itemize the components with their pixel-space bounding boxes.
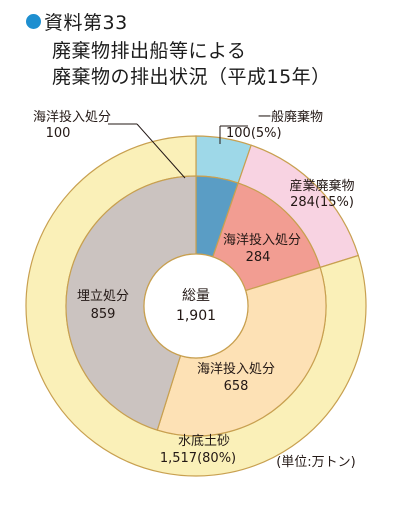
segment-labels: 一般廃棄物 100(5%) 産業廃棄物 284(15%) 水底土砂 1,517(… [33,109,356,470]
inner-label-ocean-dump-100-value: 100 [46,126,71,141]
inner-label-ocean-dump-658-value: 658 [224,379,249,394]
title-bullet-icon [26,14,41,29]
inner-label-ocean-dump-658-name: 海洋投入処分 [197,361,275,377]
outer-label-general-waste-name: 一般廃棄物 [258,109,323,125]
center-disc [143,253,249,359]
inner-label-ocean-dump-284-name: 海洋投入処分 [223,232,301,248]
outer-label-sediment-value: 1,517(80%) [160,451,236,466]
chart-header: 資料第33 廃棄物排出船等による 廃棄物の排出状況（平成15年） [0,0,409,100]
leader-line-ocean-dump-100 [136,123,186,179]
outer-label-sediment-name: 水底土砂 [178,433,230,449]
outer-label-general-waste-value: 100(5%) [226,126,282,141]
inner-label-landfill-name: 埋立処分 [77,289,129,304]
inner-label-ocean-dump-284-value: 284 [246,250,271,265]
document-label: 資料第33 [44,12,128,34]
chart-center: 総量 1,901 [143,253,249,359]
center-label: 総量 [182,288,210,304]
chart-title-line-2: 廃棄物の排出状況（平成15年） [52,66,331,88]
inner-ring [65,175,327,437]
inner-label-landfill-value: 859 [91,307,116,322]
inner-label-ocean-dump-100-name: 海洋投入処分 [33,109,111,125]
callouts [108,123,248,179]
outer-label-industrial-waste-name: 産業廃棄物 [289,178,354,194]
unit-note: (単位:万トン) [276,454,356,470]
chart-title-line-1: 廃棄物排出船等による [52,40,247,62]
outer-label-industrial-waste-value: 284(15%) [290,195,354,210]
center-value: 1,901 [176,308,216,324]
